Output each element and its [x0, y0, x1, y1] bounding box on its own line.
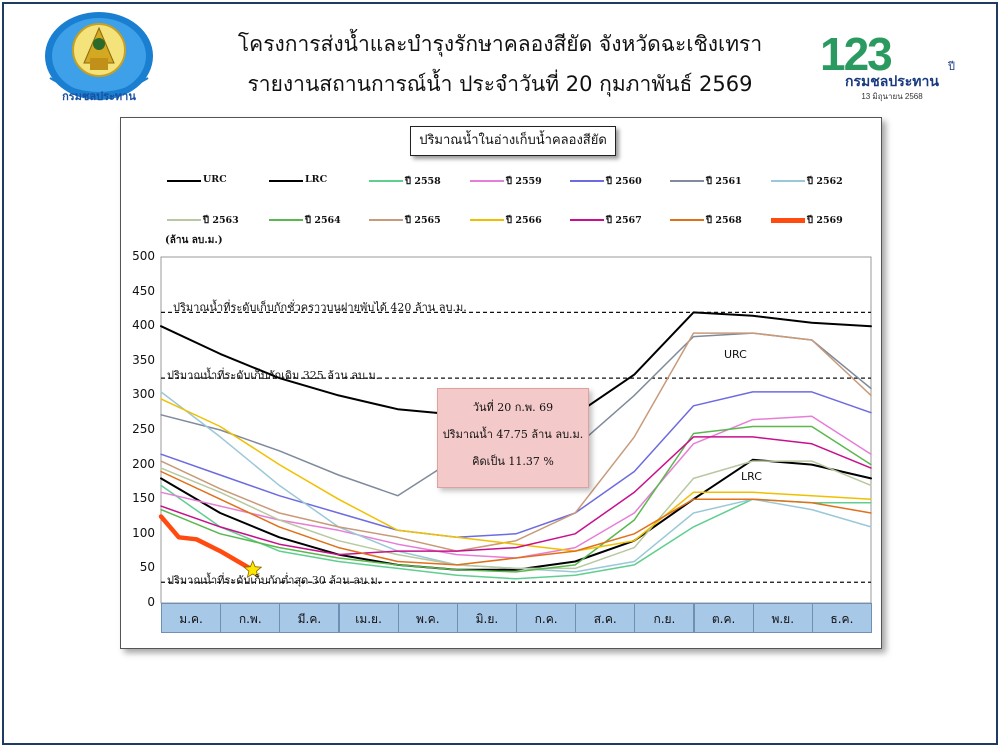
- ref-label-420: ปริมาณน้ำที่ระดับเก็บกักชั่วคราวบนฝายพับ…: [173, 301, 467, 314]
- legend-swatch: [369, 219, 403, 221]
- y-tick-label: 300: [132, 387, 155, 402]
- current-value-star-marker: [243, 559, 263, 579]
- series-line: [160, 425, 872, 573]
- ref-label-325: ปริมาณน้ำที่ระดับเก็บกักเดิม 325 ล้าน ลบ…: [167, 369, 380, 382]
- legend-swatch: [670, 180, 704, 182]
- annotation-volume: ปริมาณน้ำ 47.75 ล้าน ลบ.ม.: [442, 428, 584, 441]
- y-tick-label: 150: [132, 491, 155, 506]
- x-month-label: ต.ค.: [693, 603, 754, 633]
- legend-swatch: [167, 180, 201, 182]
- legend-label: ปี 2564: [305, 215, 341, 226]
- annotation-date: วันที่ 20 ก.พ. 69: [472, 401, 554, 414]
- legend-swatch: [167, 219, 201, 221]
- y-tick-label: 0: [147, 595, 155, 609]
- legend-label: LRC: [305, 174, 328, 185]
- svg-text:กรมชลประทาน: กรมชลประทาน: [62, 90, 136, 103]
- legend-label: ปี 2558: [405, 176, 441, 187]
- legend-swatch: [570, 219, 604, 221]
- legend-label: ปี 2561: [706, 176, 742, 187]
- y-tick-label: 250: [132, 422, 155, 436]
- x-month-label: ส.ค.: [575, 603, 636, 633]
- x-month-label: ก.ค.: [516, 603, 577, 633]
- y-tick-label: 100: [132, 525, 155, 540]
- legend-label: ปี 2560: [606, 176, 642, 187]
- series-line: [160, 460, 872, 570]
- ref-label-30: ปริมาณน้ำที่ระดับเก็บกักต่ำสุด 30 ล้าน ล…: [167, 574, 382, 587]
- y-tick-label: 450: [132, 283, 155, 298]
- series-line: [158, 514, 255, 573]
- legend-swatch: [670, 219, 704, 221]
- legend-label: ปี 2565: [405, 215, 441, 226]
- legend-swatch: [771, 218, 805, 223]
- chart-title: ปริมาณน้ำในอ่างเก็บน้ำคลองสียัด: [410, 126, 616, 156]
- legend-label: ปี 2568: [706, 215, 742, 226]
- current-status-annotation: วันที่ 20 ก.พ. 69 ปริมาณน้ำ 47.75 ล้าน ล…: [437, 388, 589, 488]
- x-month-label: ก.พ.: [220, 603, 281, 633]
- y-tick-label: 500: [132, 249, 155, 263]
- curve-label-lrc: LRC: [741, 470, 762, 483]
- x-month-label: ธ.ค.: [811, 603, 872, 633]
- legend-swatch: [369, 180, 403, 182]
- series-line: [160, 391, 872, 539]
- y-tick-label: 400: [132, 318, 155, 333]
- x-month-label: เม.ย.: [338, 603, 399, 633]
- legend-label: URC: [203, 174, 227, 185]
- svg-text:123: 123: [820, 28, 891, 80]
- anniversary-logo: 123 ปี กรมชลประทาน 13 มิถุนายน 2568: [812, 24, 972, 108]
- legend-label: ปี 2567: [606, 215, 642, 226]
- svg-text:ปี: ปี: [947, 60, 955, 73]
- series-line: [160, 458, 872, 571]
- legend-label: ปี 2563: [203, 215, 239, 226]
- legend-label: ปี 2566: [506, 215, 542, 226]
- y-tick-label: 50: [139, 560, 155, 575]
- series-line: [160, 470, 872, 566]
- series-line: [160, 398, 872, 552]
- y-tick-label: 350: [132, 352, 155, 367]
- svg-text:13 มิถุนายน 2568: 13 มิถุนายน 2568: [861, 92, 923, 101]
- legend-swatch: [570, 180, 604, 182]
- x-month-label: พ.ย.: [752, 603, 813, 633]
- series-line: [160, 436, 872, 556]
- x-month-label: ก.ย.: [634, 603, 695, 633]
- series-line: [160, 332, 872, 552]
- legend-label: ปี 2562: [807, 176, 843, 187]
- legend-swatch: [269, 180, 303, 182]
- x-month-label: มี.ค.: [279, 603, 340, 633]
- legend-swatch: [269, 219, 303, 221]
- x-month-label: มิ.ย.: [456, 603, 517, 633]
- report-title-line2: รายงานสถานการณ์น้ำ ประจำวันที่ 20 กุมภาพ…: [247, 72, 753, 96]
- x-month-label: พ.ค.: [397, 603, 458, 633]
- report-title-line1: โครงการส่งน้ำและบำรุงรักษาคลองสียัด จังห…: [237, 32, 763, 56]
- annotation-percent: คิดเป็น 11.37 %: [472, 455, 554, 468]
- legend-swatch: [771, 180, 805, 182]
- department-seal-logo: กรมชลประทาน: [40, 8, 158, 112]
- legend-label: ปี 2559: [506, 176, 542, 187]
- legend-swatch: [470, 180, 504, 182]
- legend-swatch: [470, 219, 504, 221]
- y-axis-unit-label: (ล้าน ลบ.ม.): [165, 235, 223, 246]
- curve-label-urc: URC: [724, 348, 747, 361]
- svg-text:กรมชลประทาน: กรมชลประทาน: [845, 73, 939, 89]
- legend-label: ปี 2569: [807, 215, 843, 226]
- y-tick-label: 200: [132, 456, 155, 471]
- x-month-label: ม.ค.: [161, 603, 222, 633]
